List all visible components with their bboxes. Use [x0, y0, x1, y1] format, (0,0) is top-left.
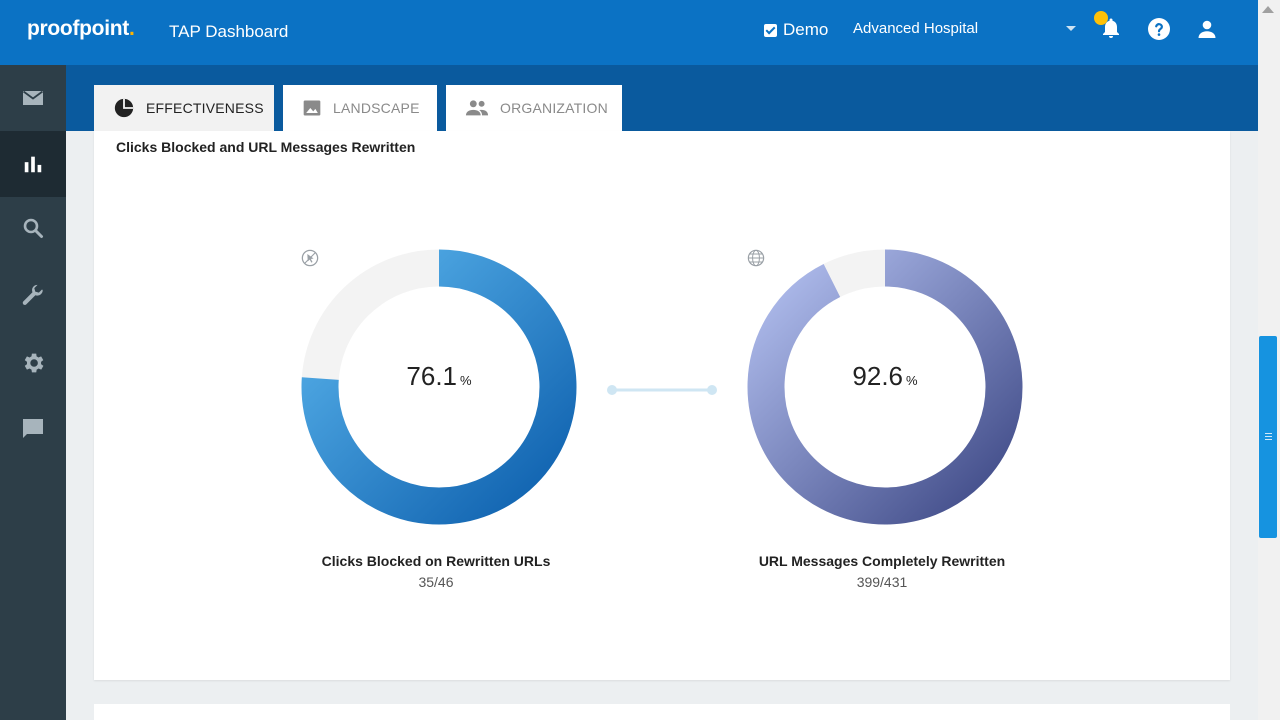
bar-chart-icon	[24, 156, 42, 173]
help-icon[interactable]	[1147, 17, 1171, 41]
page-scrollbar[interactable]	[1258, 0, 1280, 720]
demo-label: Demo	[783, 20, 829, 39]
percentage-value: 76.1%	[406, 361, 472, 391]
donut-label: URL Messages Completely Rewritten	[758, 553, 1006, 569]
globe-icon	[747, 249, 765, 267]
donut-count: 35/46	[418, 574, 454, 590]
connector-line	[607, 385, 717, 395]
percentage-value: 92.6%	[852, 361, 918, 391]
tab-effectiveness[interactable]: EFFECTIVENESS	[94, 85, 274, 131]
gear-icon	[24, 353, 44, 373]
search-icon	[23, 218, 43, 238]
donut-svg	[301, 249, 577, 525]
sidebar-item-tools[interactable]	[0, 262, 66, 328]
app-title: TAP Dashboard	[169, 22, 289, 41]
chat-icon	[23, 419, 43, 438]
proofpoint-logo[interactable]: proofpoint.	[27, 17, 135, 40]
url-rewritten-donut[interactable]: 92.6%	[747, 249, 1023, 525]
demo-checkbox[interactable]	[764, 23, 777, 37]
donut-label: Clicks Blocked on Rewritten URLs	[321, 553, 551, 569]
organization-value: Advanced Hospital	[853, 20, 979, 37]
clicks-blocked-donut[interactable]: 76.1%	[301, 249, 577, 525]
tab-label: EFFECTIVENESS	[146, 100, 264, 116]
sidebar-item-feedback[interactable]	[0, 395, 66, 461]
card-title: Clicks Blocked and URL Messages Rewritte…	[116, 139, 416, 155]
donut-count: 399/431	[856, 574, 908, 590]
scrollbar-thumb[interactable]	[1259, 336, 1277, 538]
sidebar-item-mail[interactable]	[0, 65, 66, 131]
organization-select[interactable]: Advanced Hospital	[853, 20, 1079, 38]
sidebar-item-settings[interactable]	[0, 330, 66, 396]
donut-value-arc	[747, 249, 1023, 525]
pie-chart-icon	[114, 98, 134, 118]
top-bar: proofpoint. TAP Dashboard Demo Advanced …	[0, 0, 1258, 65]
tab-organization[interactable]: ORGANIZATION	[446, 85, 622, 131]
sidebar	[0, 65, 66, 720]
notification-badge	[1094, 11, 1108, 25]
tab-label: ORGANIZATION	[500, 100, 608, 116]
image-icon	[303, 100, 321, 116]
donut-value-arc	[301, 249, 577, 525]
sidebar-item-search[interactable]	[0, 195, 66, 261]
tab-label: LANDSCAPE	[333, 100, 420, 116]
user-icon[interactable]	[1195, 17, 1219, 41]
bell-icon[interactable]	[1099, 16, 1123, 40]
scroll-up-arrow[interactable]	[1262, 6, 1274, 13]
effectiveness-card: Clicks Blocked and URL Messages Rewritte…	[94, 131, 1230, 680]
tab-landscape[interactable]: LANDSCAPE	[283, 85, 437, 131]
donut-svg	[747, 249, 1023, 525]
demo-toggle[interactable]: Demo	[764, 20, 828, 40]
next-card	[94, 704, 1230, 720]
wrench-icon	[22, 284, 43, 305]
chevron-down-icon	[1066, 26, 1076, 31]
cursor-blocked-icon	[301, 249, 319, 267]
people-icon	[465, 100, 489, 116]
mail-icon	[22, 90, 44, 105]
sidebar-item-dashboard[interactable]	[0, 131, 66, 197]
